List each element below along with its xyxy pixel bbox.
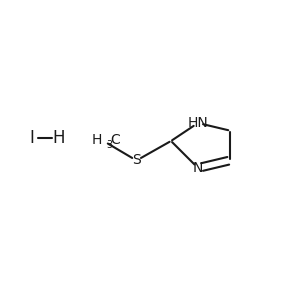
Text: 3: 3 (106, 140, 112, 150)
Text: I: I (29, 129, 34, 147)
Text: HN: HN (188, 116, 208, 130)
Text: S: S (132, 154, 141, 167)
Text: H: H (92, 133, 102, 147)
Text: N: N (193, 161, 203, 175)
Text: C: C (111, 133, 121, 147)
Text: H: H (52, 129, 65, 147)
